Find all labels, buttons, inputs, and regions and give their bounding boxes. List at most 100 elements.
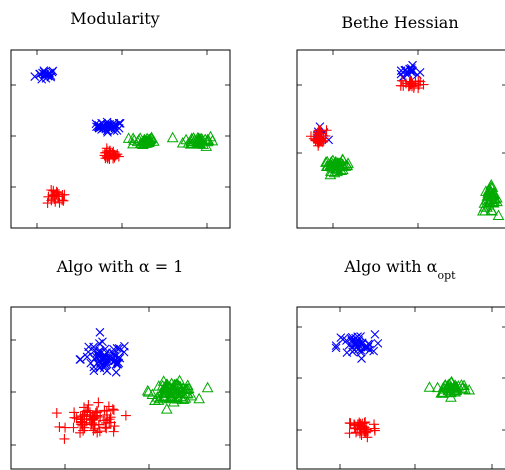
panel-modularity xyxy=(10,49,231,229)
plus-marker xyxy=(105,148,116,159)
triangle-marker xyxy=(437,387,449,398)
x-marker xyxy=(90,354,99,364)
plus-marker xyxy=(57,189,68,200)
plus-marker xyxy=(344,428,355,439)
triangle-marker xyxy=(445,375,458,387)
x-marker xyxy=(348,347,358,357)
x-marker xyxy=(108,348,117,358)
triangle-marker xyxy=(134,132,147,143)
plus-marker xyxy=(54,421,65,432)
plus-marker xyxy=(46,185,57,196)
triangle-marker xyxy=(131,135,144,147)
triangle-marker xyxy=(200,140,213,151)
triangle-marker xyxy=(176,137,189,148)
plus-marker xyxy=(88,425,99,436)
x-marker xyxy=(89,362,99,372)
plus-marker xyxy=(50,196,61,207)
plus-marker xyxy=(361,427,372,438)
plus-marker xyxy=(99,405,110,416)
plus-marker xyxy=(314,126,325,137)
plus-marker xyxy=(345,418,356,429)
x-marker xyxy=(396,66,406,76)
plus-marker xyxy=(356,429,367,440)
x-marker xyxy=(331,343,341,353)
plus-marker xyxy=(76,416,87,427)
triangle-marker xyxy=(492,209,505,220)
data-points xyxy=(30,66,219,209)
plus-marker xyxy=(108,405,119,416)
plus-marker xyxy=(93,397,104,408)
x-marker xyxy=(113,357,122,367)
plus-marker xyxy=(369,423,380,434)
triangle-marker xyxy=(336,163,349,175)
triangle-marker xyxy=(146,388,159,399)
triangle-marker xyxy=(194,133,207,144)
plus-marker xyxy=(82,405,93,416)
x-marker xyxy=(99,353,108,363)
plus-marker xyxy=(90,407,101,418)
x-marker xyxy=(92,122,101,132)
plus-marker xyxy=(42,198,53,209)
plus-marker xyxy=(68,422,79,433)
plus-marker xyxy=(51,408,62,419)
triangle-marker xyxy=(154,392,167,404)
panel-bethe-hessian xyxy=(296,49,505,229)
plus-marker xyxy=(78,425,89,436)
triangle-marker xyxy=(206,134,219,146)
triangle-marker xyxy=(326,154,339,166)
x-marker xyxy=(108,357,118,367)
x-marker xyxy=(354,336,364,345)
plus-marker xyxy=(404,78,415,89)
triangle-marker xyxy=(332,159,344,171)
plus-marker xyxy=(60,422,71,433)
triangle-marker xyxy=(165,377,178,389)
triangle-marker xyxy=(127,137,139,149)
x-marker xyxy=(94,339,104,348)
x-marker xyxy=(361,343,371,353)
plus-marker xyxy=(369,419,380,430)
plus-marker xyxy=(313,137,324,148)
triangle-marker xyxy=(164,392,177,404)
x-marker xyxy=(30,72,40,81)
triangle-marker xyxy=(177,382,189,393)
triangle-marker xyxy=(486,196,499,207)
x-marker xyxy=(89,366,99,376)
triangle-marker xyxy=(141,384,154,396)
x-marker xyxy=(82,352,92,362)
x-marker xyxy=(38,68,47,78)
x-marker xyxy=(95,327,105,337)
triangle-marker xyxy=(193,392,205,404)
plus-marker xyxy=(308,133,319,144)
panel-title-algo-alpha-opt-main: Algo with α xyxy=(343,257,437,276)
x-marker xyxy=(91,119,101,129)
data-points xyxy=(305,60,505,220)
plus-marker xyxy=(91,405,102,416)
plus-marker xyxy=(83,399,94,410)
plus-marker xyxy=(94,426,105,437)
plot-frame xyxy=(296,306,505,470)
x-marker xyxy=(110,356,120,366)
panel-title-algo-alpha-1: Algo with α = 1 xyxy=(56,257,184,276)
plus-marker xyxy=(354,417,365,428)
triangle-marker xyxy=(320,160,333,171)
x-marker xyxy=(101,353,111,363)
panel-algo-alpha-opt xyxy=(296,306,505,470)
plot-frame xyxy=(296,49,505,229)
x-marker xyxy=(46,72,56,82)
triangle-marker xyxy=(483,195,496,207)
plus-marker xyxy=(105,417,116,428)
x-marker xyxy=(111,367,121,377)
plus-marker xyxy=(76,419,87,430)
x-marker xyxy=(338,334,348,344)
x-marker xyxy=(352,340,361,350)
triangle-marker xyxy=(456,381,469,393)
panel-title-bethe-hessian: Bethe Hessian xyxy=(341,13,458,32)
triangle-marker xyxy=(161,378,174,390)
plus-marker xyxy=(98,415,109,426)
triangle-marker xyxy=(167,395,180,407)
plus-marker xyxy=(81,414,92,425)
triangle-marker xyxy=(329,157,342,168)
x-marker xyxy=(373,338,383,348)
x-marker xyxy=(356,347,366,357)
